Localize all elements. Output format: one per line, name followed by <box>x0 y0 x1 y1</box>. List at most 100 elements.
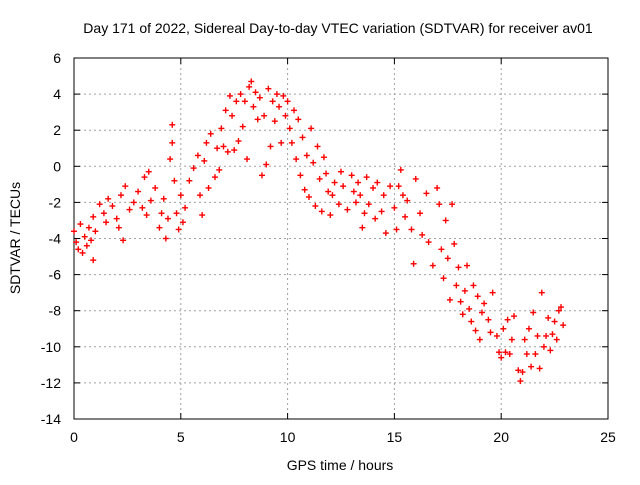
data-point <box>329 192 336 199</box>
data-point <box>525 325 532 332</box>
data-point <box>297 172 304 179</box>
data-point <box>105 195 112 202</box>
data-point <box>446 296 453 303</box>
data-point <box>237 91 244 98</box>
x-tick-label: 15 <box>387 429 403 445</box>
data-point <box>229 112 236 119</box>
data-point <box>534 332 541 339</box>
data-point <box>442 217 449 224</box>
data-point <box>224 148 231 155</box>
data-point <box>459 311 466 318</box>
data-point <box>528 363 535 370</box>
data-point <box>77 221 84 228</box>
data-point <box>284 98 291 105</box>
y-tick-label: 4 <box>53 86 61 102</box>
data-point <box>291 107 298 114</box>
data-point <box>167 156 174 163</box>
data-point <box>241 98 248 105</box>
data-point <box>340 183 347 190</box>
data-point <box>553 336 560 343</box>
data-point <box>299 134 306 141</box>
data-point <box>361 210 368 217</box>
data-point <box>248 78 255 85</box>
x-axis-label: GPS time / hours <box>287 457 394 473</box>
data-point <box>113 215 120 222</box>
data-point <box>252 89 259 96</box>
data-point <box>117 192 124 199</box>
data-point <box>402 213 409 220</box>
data-point <box>327 212 334 219</box>
data-point <box>273 91 280 98</box>
data-point <box>464 262 471 269</box>
data-point <box>207 130 214 137</box>
data-point <box>436 201 443 208</box>
data-point <box>410 260 417 267</box>
data-point <box>135 188 142 195</box>
data-point <box>504 316 511 323</box>
data-point <box>109 203 116 210</box>
data-point <box>521 336 528 343</box>
data-point <box>476 336 483 343</box>
y-axis-label: SDTVAR / TECUs <box>7 182 23 294</box>
data-point <box>226 92 233 99</box>
y-tick-label: -4 <box>49 231 62 247</box>
data-point <box>254 116 261 123</box>
data-point <box>391 204 398 211</box>
data-point <box>235 138 242 145</box>
data-point <box>83 242 90 249</box>
x-tick-label: 10 <box>280 429 296 445</box>
data-point <box>173 210 180 217</box>
data-point <box>156 224 163 231</box>
data-point <box>211 174 218 181</box>
x-tick-label: 20 <box>493 429 509 445</box>
data-point <box>162 235 169 242</box>
data-point <box>141 174 148 181</box>
data-point <box>485 316 492 323</box>
data-point <box>517 378 524 385</box>
y-tick-label: -6 <box>49 267 62 283</box>
data-point <box>399 192 406 199</box>
data-point <box>419 231 426 238</box>
data-point <box>444 255 451 262</box>
data-point <box>152 184 159 191</box>
data-point <box>73 239 80 246</box>
data-point <box>214 145 221 152</box>
data-point <box>378 208 385 215</box>
y-tick-label: 0 <box>53 158 61 174</box>
y-tick-label: -14 <box>41 411 61 427</box>
y-tick-label: 6 <box>53 50 61 66</box>
data-point <box>365 201 372 208</box>
data-point <box>412 175 419 182</box>
data-point <box>380 192 387 199</box>
data-point <box>320 154 327 161</box>
data-point <box>271 118 278 125</box>
data-point <box>314 143 321 150</box>
data-point <box>293 156 300 163</box>
data-point <box>194 152 201 159</box>
data-point <box>203 139 210 146</box>
data-point <box>338 168 344 175</box>
data-point <box>374 179 381 186</box>
data-point <box>489 289 496 296</box>
data-point <box>147 197 154 204</box>
data-point <box>216 166 223 173</box>
data-point <box>508 336 515 343</box>
data-point <box>461 287 468 294</box>
data-point <box>186 177 193 184</box>
data-point <box>451 240 458 247</box>
data-point <box>318 208 325 215</box>
data-point <box>515 367 522 374</box>
data-point <box>278 139 285 146</box>
data-point <box>231 147 238 154</box>
data-point <box>312 203 319 210</box>
data-point <box>269 98 276 105</box>
data-point <box>530 309 537 316</box>
data-point <box>404 197 411 204</box>
data-point <box>96 201 103 208</box>
data-point <box>244 156 251 163</box>
data-point <box>288 139 295 146</box>
x-tick-label: 5 <box>177 429 185 445</box>
data-point <box>429 262 436 269</box>
data-point <box>425 239 432 246</box>
